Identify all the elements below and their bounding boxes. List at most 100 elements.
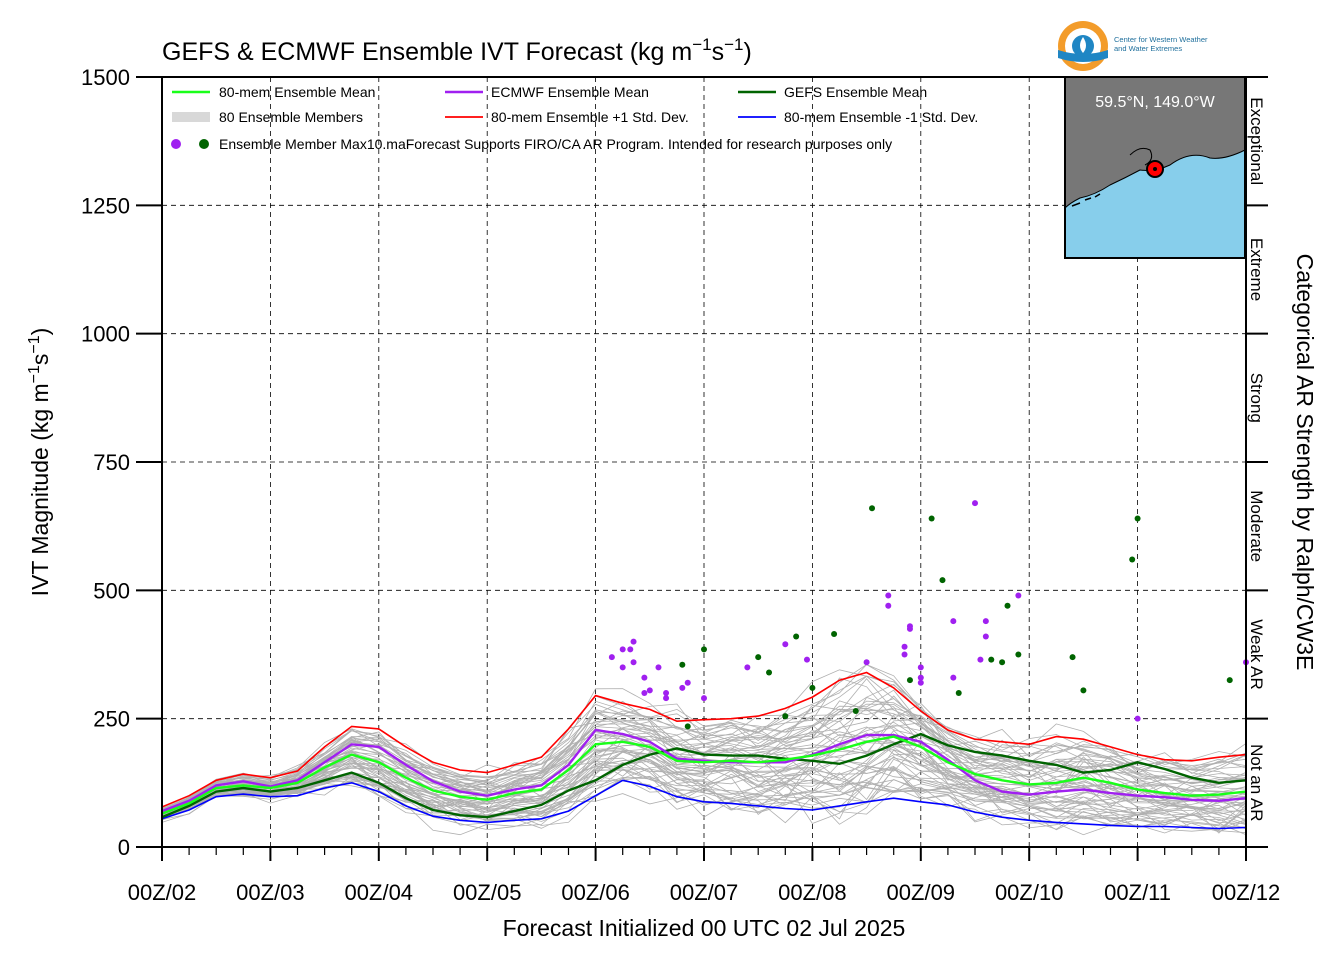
member-max-point-ecmwf [684, 679, 691, 686]
member-max-point-ecmwf [641, 674, 648, 681]
ensemble-member-line [161, 700, 1247, 811]
ar-strength-categories: Not an AR Weak AR Moderate Strong Extreme Exc… [1246, 76, 1268, 848]
category-label: Not an AR [1247, 744, 1266, 822]
member-max-point-ecmwf [608, 654, 615, 661]
member-max-point-gefs [999, 659, 1006, 666]
member-max-point-ecmwf [803, 656, 810, 663]
y-tick-label: 1500 [81, 65, 130, 90]
member-max-point-ecmwf [1015, 592, 1022, 599]
member-max-point-gefs [1080, 687, 1087, 694]
ensemble-member-line [161, 724, 1247, 813]
ensemble-member-line [161, 675, 1247, 809]
member-max-point-ecmwf [950, 618, 957, 625]
logo-text-line1: Center for Western Weather [1114, 35, 1208, 44]
cw3e-logo: Center for Western Weather and Water Ext… [1058, 21, 1208, 71]
legend-swatch-members [172, 112, 210, 122]
category-label: Exceptional [1247, 97, 1266, 185]
ensemble-member-line [161, 758, 1247, 827]
ensemble-member-line [161, 722, 1247, 813]
member-max-point-ecmwf [641, 690, 648, 696]
ensemble-member-line [161, 739, 1247, 823]
member-max-point-ecmwf [906, 625, 913, 632]
legend-label-ecmwf-mean: ECMWF Ensemble Mean [491, 84, 649, 100]
y-axis-label: IVT Magnitude (kg m−1s−1) [26, 328, 53, 597]
ensemble-member-line [161, 768, 1247, 824]
member-max-point-gefs [793, 633, 800, 640]
y-tick-label: 1000 [81, 322, 130, 347]
x-tick-label: 00Z/08 [778, 880, 847, 905]
ensemble-member-line [161, 664, 1247, 810]
member-max-point-ecmwf [917, 679, 924, 686]
member-max-point-ecmwf [885, 592, 892, 599]
x-tick-label: 00Z/07 [670, 880, 739, 905]
member-max-point-ecmwf [901, 643, 908, 650]
member-max-point-ecmwf [782, 641, 789, 648]
water-drop-icon [1080, 37, 1086, 53]
member-max-point-gefs [1015, 651, 1022, 658]
ensemble-member-line [161, 752, 1247, 817]
category-label: Moderate [1247, 490, 1266, 562]
member-max-point-ecmwf [619, 664, 626, 671]
logo-text-line2: and Water Extremes [1114, 44, 1182, 53]
ensemble-member-line [161, 744, 1247, 818]
legend-label-gefs-mean: GEFS Ensemble Mean [784, 84, 927, 100]
category-label: Weak AR [1247, 619, 1266, 690]
member-max-point-gefs [755, 654, 762, 661]
series-lines [161, 671, 1247, 830]
member-max-point-gefs [955, 690, 962, 696]
member-max-point-gefs [809, 684, 816, 691]
member-max-point-gefs [869, 505, 876, 512]
member-max-point-gefs [679, 661, 686, 668]
member-max-point-ecmwf [950, 674, 957, 681]
member-max-point-gefs [1134, 515, 1141, 522]
right-axis-label: Categorical AR Strength by Ralph/CW3E [1292, 254, 1318, 671]
series-line-2 [161, 732, 1247, 819]
legend-label-minus-std: 80-mem Ensemble -1 Std. Dev. [784, 109, 978, 125]
member-max-point-ecmwf [619, 646, 626, 653]
member-max-point-ecmwf [679, 684, 686, 691]
ensemble-member-line [161, 768, 1247, 824]
series-line-1 [161, 728, 1247, 813]
category-label: Extreme [1247, 238, 1266, 301]
member-max-point-gefs [1226, 677, 1233, 684]
member-max-point-ecmwf [885, 602, 892, 609]
member-max-point-ecmwf [663, 695, 670, 702]
ensemble-member-line [161, 695, 1247, 811]
member-max-point-ecmwf [982, 618, 989, 625]
category-label: Strong [1247, 373, 1266, 423]
x-tick-label: 00Z/12 [1212, 880, 1281, 905]
ensemble-member-line [161, 758, 1247, 834]
member-max-point-ecmwf [630, 638, 637, 645]
legend-label-plus-std: 80-mem Ensemble +1 Std. Dev. [491, 109, 689, 125]
member-max-point-ecmwf [627, 646, 634, 653]
chart-title: GEFS & ECMWF Ensemble IVT Forecast (kg m… [162, 35, 752, 66]
inset-location-label: 59.5°N, 149.0°W [1095, 94, 1215, 111]
member-max-point-gefs [831, 630, 838, 637]
x-tick-label: 00Z/06 [561, 880, 630, 905]
member-max-point-gefs [701, 646, 707, 653]
y-axis: 0 250 500 750 1000 1250 1500 [81, 65, 162, 860]
member-max-point-ecmwf [972, 500, 978, 507]
legend-marker-label: Ensemble Member Max10.maForecast Support… [219, 136, 892, 152]
legend-marker-gefs [199, 139, 209, 149]
series-line-0 [161, 735, 1247, 815]
legend: 80-mem Ensemble Mean ECMWF Ensemble Mean… [171, 84, 978, 152]
x-tick-label: 00Z/10 [995, 880, 1064, 905]
member-max-point-gefs [1129, 556, 1136, 563]
member-max-point-gefs [782, 713, 789, 720]
member-max-point-gefs [766, 669, 773, 676]
member-max-point-ecmwf [863, 659, 870, 666]
member-max-point-ecmwf [663, 690, 670, 696]
member-max-point-ecmwf [982, 633, 989, 640]
member-max-point-ecmwf [1134, 715, 1141, 722]
member-max-points [608, 500, 1249, 730]
y-tick-label: 0 [118, 835, 130, 860]
member-max-point-ecmwf [646, 687, 653, 694]
member-max-point-gefs [1004, 602, 1011, 609]
ensemble-member-line [161, 669, 1247, 812]
location-inset-map: 59.5°N, 149.0°W [1064, 76, 1246, 259]
member-max-point-ecmwf [655, 664, 662, 671]
x-tick-label: 00Z/03 [236, 880, 305, 905]
x-tick-label: 00Z/04 [345, 880, 414, 905]
